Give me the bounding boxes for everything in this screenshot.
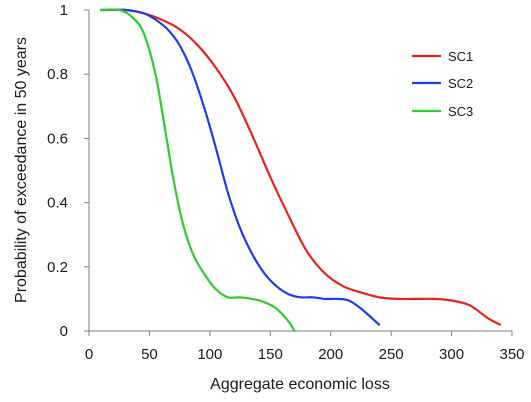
x-tick-label: 50 xyxy=(141,346,158,363)
y-tick-label: 1 xyxy=(60,2,68,19)
x-axis-title: Aggregate economic loss xyxy=(210,376,390,393)
x-tick-label: 0 xyxy=(85,346,93,363)
x-tick-label: 250 xyxy=(379,346,404,363)
series-line-sc2 xyxy=(99,8,381,326)
x-tick-label: 150 xyxy=(258,346,283,363)
y-tick-label: 0 xyxy=(60,323,68,340)
series-line-sc3 xyxy=(99,8,296,333)
series-line-sc1 xyxy=(99,8,502,326)
tick-labels: 0 50 100 150 200 250 300 350 0 0.2 0.4 0.6 0.8 1 xyxy=(47,2,524,363)
ticks xyxy=(84,9,513,336)
y-tick-label: 0.8 xyxy=(47,66,68,83)
legend-label-sc3: SC3 xyxy=(448,104,473,119)
x-tick-label: 300 xyxy=(439,346,464,363)
legend-label-sc2: SC2 xyxy=(448,76,473,91)
series-lines xyxy=(99,8,502,333)
x-tick-label: 350 xyxy=(499,346,524,363)
y-tick-label: 0.6 xyxy=(47,130,68,147)
legend-label-sc1: SC1 xyxy=(448,49,473,64)
x-tick-label: 100 xyxy=(197,346,222,363)
legend: SC1 SC2 SC3 xyxy=(412,49,473,119)
axes xyxy=(88,10,512,332)
y-tick-label: 0.2 xyxy=(47,259,68,276)
y-axis-title: Probability of exceedance in 50 years xyxy=(13,37,30,303)
x-tick-label: 200 xyxy=(318,346,343,363)
y-tick-label: 0.4 xyxy=(47,195,68,212)
